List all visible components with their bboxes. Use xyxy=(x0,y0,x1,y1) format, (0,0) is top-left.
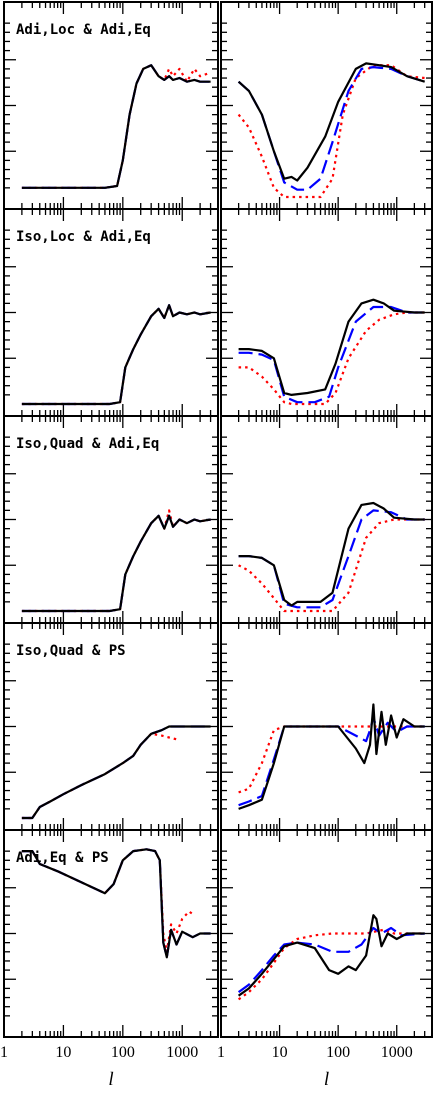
series-blue-line xyxy=(21,514,211,613)
series-black-line xyxy=(238,703,425,810)
series-blue-line xyxy=(238,305,425,404)
panel-frame xyxy=(220,415,433,624)
series-black-line xyxy=(237,914,425,997)
series-black-line xyxy=(21,64,211,189)
panel-1-right xyxy=(220,208,433,417)
x-tick-label: 1000 xyxy=(381,1044,413,1061)
series-blue-line xyxy=(237,926,425,993)
series-black-line xyxy=(21,848,211,959)
panel-label: Iso,Loc & Adi,Eq xyxy=(16,229,151,245)
series-black-line xyxy=(21,304,211,406)
series-blue-line xyxy=(21,64,211,189)
panel-frame xyxy=(220,1,433,210)
x-tick-label: 1000 xyxy=(166,1044,198,1061)
series-black-line xyxy=(238,298,425,396)
series-blue-line xyxy=(238,716,425,807)
series-red-line xyxy=(21,64,211,189)
series-red-line xyxy=(238,518,425,613)
x-axis-label: l xyxy=(108,1069,113,1090)
panel-label: Adi,Loc & Adi,Eq xyxy=(16,22,151,38)
panel-4-left: Adi,Eq & PS xyxy=(3,829,219,1038)
panel-2-left: Iso,Quad & Adi,Eq xyxy=(3,415,219,624)
series-black-line xyxy=(237,62,426,182)
panel-label: Iso,Quad & Adi,Eq xyxy=(16,436,159,452)
x-tick-label: 100 xyxy=(326,1044,350,1061)
panel-3-left: Iso,Quad & PS xyxy=(3,622,219,831)
panel-label: Iso,Quad & PS xyxy=(16,643,126,659)
series-black-line xyxy=(21,725,211,820)
panel-3-right xyxy=(220,622,433,831)
series-red-line xyxy=(238,311,425,406)
series-red-line xyxy=(21,304,211,406)
x-tick-label: 10 xyxy=(272,1044,288,1061)
x-axis-label: l xyxy=(324,1069,329,1090)
series-black-line xyxy=(238,501,425,607)
x-tick-label: 1 xyxy=(217,1044,225,1061)
series-red-line xyxy=(237,928,425,1001)
panel-4-right xyxy=(220,829,433,1038)
x-tick-label: 10 xyxy=(55,1044,71,1061)
series-blue-line xyxy=(21,725,211,820)
panel-0-right xyxy=(220,1,433,210)
x-tick-label: 100 xyxy=(111,1044,135,1061)
x-tick-label: 1 xyxy=(0,1044,8,1061)
panel-0-left: Adi,Loc & Adi,Eq xyxy=(3,1,219,210)
panel-1-left: Iso,Loc & Adi,Eq xyxy=(3,208,219,417)
series-black-line xyxy=(21,514,211,613)
series-blue-line xyxy=(21,304,211,406)
panel-label: Adi,Eq & PS xyxy=(16,850,109,866)
panel-2-right xyxy=(220,415,433,624)
series-red-line xyxy=(21,509,211,613)
